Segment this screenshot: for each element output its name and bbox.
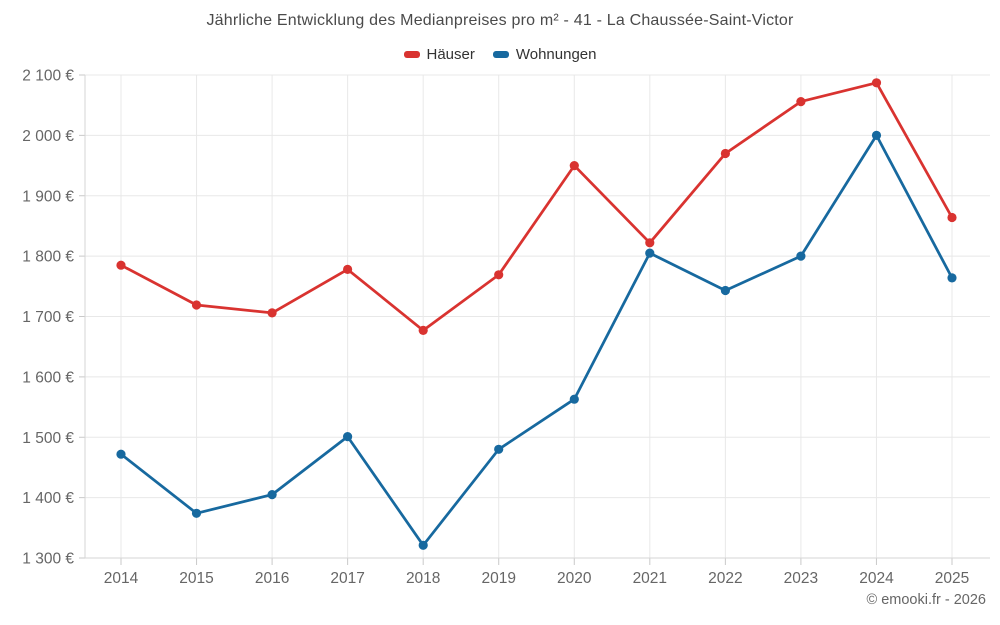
data-point-huser-2021[interactable]	[645, 238, 655, 248]
legend-item-hauser[interactable]: Häuser	[403, 46, 475, 63]
y-tick-label: 1 500 €	[22, 430, 74, 447]
data-point-huser-2019[interactable]	[494, 270, 504, 280]
x-tick-label: 2024	[859, 570, 894, 587]
data-point-huser-2020[interactable]	[569, 161, 579, 171]
data-point-wohnungen-2020[interactable]	[569, 394, 579, 404]
x-tick-label: 2017	[330, 570, 364, 587]
x-tick-label: 2023	[784, 570, 818, 587]
x-tick-label: 2021	[633, 570, 667, 587]
data-point-wohnungen-2014[interactable]	[116, 449, 126, 459]
chart-legend: Häuser Wohnungen	[0, 46, 1000, 63]
y-tick-label: 2 000 €	[22, 128, 74, 145]
data-point-wohnungen-2015[interactable]	[191, 508, 202, 518]
data-point-huser-2016[interactable]	[267, 308, 277, 318]
data-point-wohnungen-2023[interactable]	[796, 251, 806, 261]
legend-label-wohnungen: Wohnungen	[515, 46, 597, 63]
data-point-wohnungen-2024[interactable]	[871, 130, 882, 140]
data-point-huser-2024[interactable]	[871, 78, 882, 88]
legend-label-hauser: Häuser	[426, 46, 475, 63]
x-tick-label: 2025	[935, 570, 969, 587]
series-line-wohnungen	[119, 134, 954, 547]
y-tick-label: 1 900 €	[22, 188, 74, 205]
x-tick-label: 2016	[255, 570, 289, 587]
chart-title: Jährliche Entwicklung des Medianpreises …	[206, 12, 794, 29]
y-tick-label: 1 700 €	[22, 309, 74, 326]
data-point-wohnungen-2018[interactable]	[418, 540, 428, 550]
y-tick-label: 1 400 €	[22, 490, 74, 507]
data-point-huser-2014[interactable]	[116, 260, 126, 270]
y-tick-label: 1 300 €	[22, 551, 74, 568]
data-point-huser-2015[interactable]	[191, 300, 202, 310]
hauser-series-swatch	[403, 51, 420, 58]
data-point-wohnungen-2019[interactable]	[494, 444, 504, 454]
copyright-footer: © emooki.fr - 2026	[866, 592, 986, 608]
data-point-huser-2023[interactable]	[796, 97, 806, 107]
y-tick-label: 2 100 €	[22, 68, 74, 85]
legend-item-wohnungen[interactable]: Wohnungen	[492, 46, 597, 63]
x-tick-label: 2018	[406, 570, 440, 587]
data-point-wohnungen-2017[interactable]	[343, 432, 353, 442]
x-tick-label: 2015	[179, 570, 213, 587]
data-point-wohnungen-2021[interactable]	[645, 248, 655, 258]
x-tick-label: 2020	[557, 570, 592, 587]
y-tick-label: 1 800 €	[22, 249, 74, 266]
data-point-wohnungen-2016[interactable]	[267, 490, 277, 500]
data-point-wohnungen-2022[interactable]	[720, 285, 731, 296]
data-point-huser-2017[interactable]	[343, 264, 353, 274]
data-point-wohnungen-2025[interactable]	[947, 273, 957, 283]
x-tick-label: 2019	[481, 570, 515, 587]
y-tick-label: 1 600 €	[22, 369, 74, 386]
data-point-huser-2022[interactable]	[720, 148, 731, 159]
wohnungen-series-swatch	[492, 51, 509, 58]
x-tick-label: 2022	[708, 570, 742, 587]
series-line-huser	[119, 81, 954, 332]
x-tick-label: 2014	[104, 570, 139, 587]
data-point-huser-2025[interactable]	[947, 212, 957, 223]
data-point-huser-2018[interactable]	[418, 325, 428, 335]
